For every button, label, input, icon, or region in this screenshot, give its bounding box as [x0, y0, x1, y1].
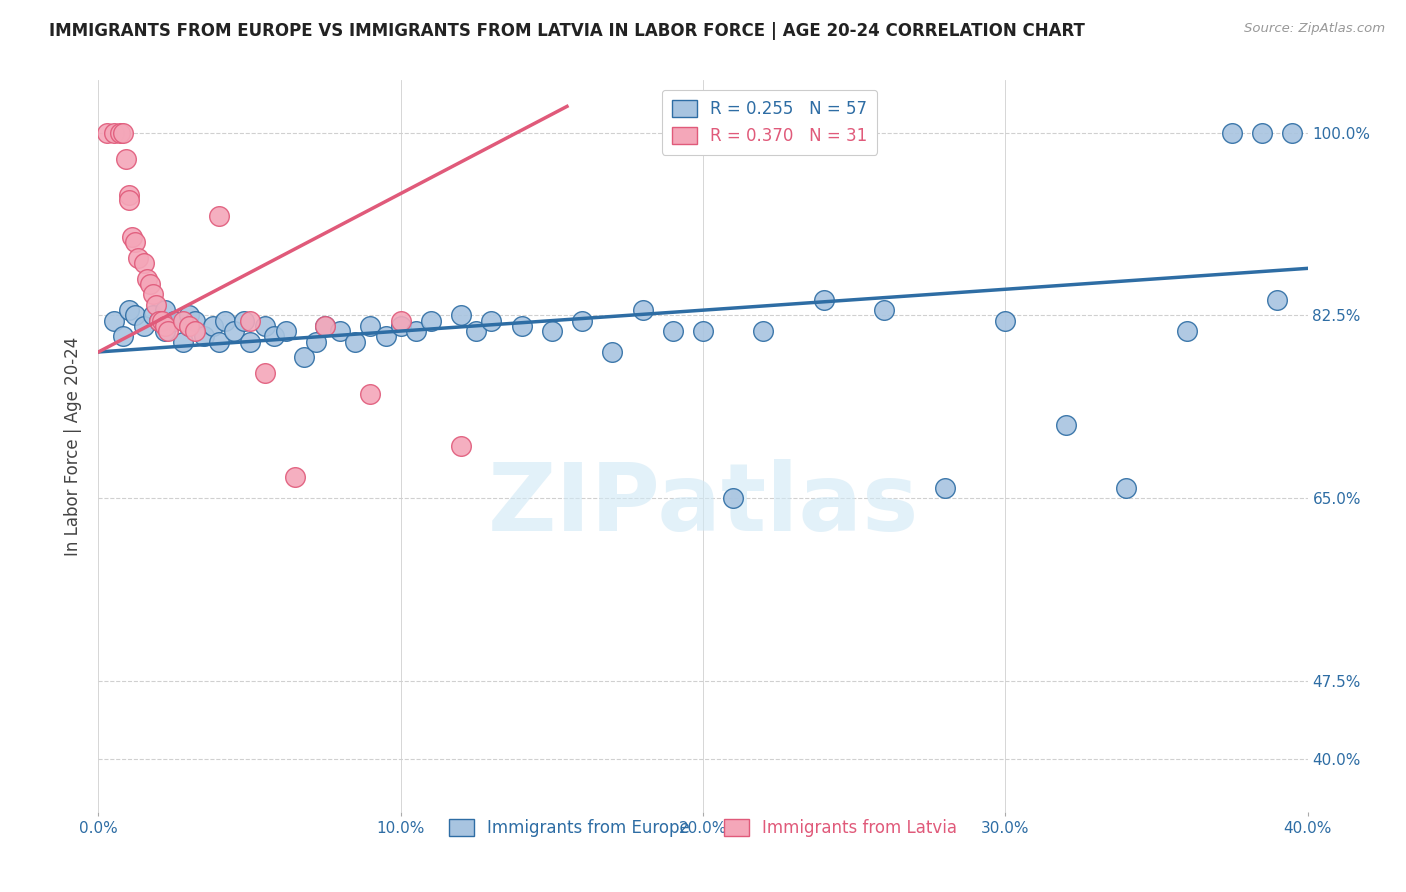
Point — [253, 318, 276, 333]
Point — [118, 303, 141, 318]
Point — [540, 324, 562, 338]
Point — [172, 334, 194, 349]
Text: Source: ZipAtlas.com: Source: ZipAtlas.com — [1244, 22, 1385, 36]
Point — [253, 366, 276, 380]
Point — [202, 318, 225, 333]
Point — [934, 481, 956, 495]
Point — [135, 272, 157, 286]
Point — [224, 324, 246, 338]
Point — [692, 324, 714, 338]
Point — [420, 313, 443, 327]
Point — [752, 324, 775, 338]
Point — [314, 318, 336, 333]
Point — [813, 293, 835, 307]
Point — [121, 230, 143, 244]
Point — [132, 318, 155, 333]
Point — [239, 334, 262, 349]
Point — [103, 126, 125, 140]
Point — [103, 313, 125, 327]
Point — [208, 209, 231, 223]
Point — [1267, 293, 1289, 307]
Point — [172, 313, 194, 327]
Point — [179, 309, 201, 323]
Point — [139, 277, 162, 291]
Point — [389, 313, 412, 327]
Point — [571, 313, 593, 327]
Text: ZIPatlas: ZIPatlas — [488, 458, 918, 550]
Point — [723, 491, 745, 506]
Point — [142, 309, 165, 323]
Point — [1251, 126, 1274, 140]
Point — [481, 313, 503, 327]
Point — [163, 313, 186, 327]
Point — [1175, 324, 1198, 338]
Point — [142, 287, 165, 301]
Point — [602, 345, 624, 359]
Point — [1220, 126, 1243, 140]
Point — [465, 324, 488, 338]
Point — [118, 194, 141, 208]
Point — [239, 313, 262, 327]
Y-axis label: In Labor Force | Age 20-24: In Labor Force | Age 20-24 — [65, 336, 83, 556]
Point — [450, 439, 472, 453]
Point — [179, 318, 201, 333]
Point — [208, 334, 231, 349]
Point — [405, 324, 427, 338]
Legend: Immigrants from Europe, Immigrants from Latvia: Immigrants from Europe, Immigrants from … — [443, 812, 963, 844]
Point — [263, 329, 285, 343]
Point — [389, 318, 412, 333]
Point — [124, 309, 146, 323]
Point — [145, 298, 167, 312]
Point — [148, 313, 170, 327]
Point — [150, 313, 173, 327]
Point — [153, 318, 176, 333]
Point — [148, 313, 170, 327]
Point — [1054, 418, 1077, 433]
Point — [96, 126, 118, 140]
Point — [305, 334, 328, 349]
Point — [232, 313, 254, 327]
Point — [510, 318, 533, 333]
Point — [156, 324, 179, 338]
Point — [214, 313, 236, 327]
Point — [153, 303, 176, 318]
Point — [329, 324, 352, 338]
Point — [360, 386, 382, 401]
Point — [111, 126, 134, 140]
Point — [631, 303, 654, 318]
Point — [111, 329, 134, 343]
Point — [374, 329, 396, 343]
Point — [284, 470, 307, 484]
Point — [994, 313, 1017, 327]
Point — [344, 334, 367, 349]
Point — [450, 309, 472, 323]
Point — [274, 324, 297, 338]
Point — [360, 318, 382, 333]
Point — [153, 324, 176, 338]
Point — [1281, 126, 1303, 140]
Point — [127, 251, 149, 265]
Point — [184, 313, 207, 327]
Point — [661, 324, 683, 338]
Point — [132, 256, 155, 270]
Point — [314, 318, 336, 333]
Text: IMMIGRANTS FROM EUROPE VS IMMIGRANTS FROM LATVIA IN LABOR FORCE | AGE 20-24 CORR: IMMIGRANTS FROM EUROPE VS IMMIGRANTS FRO… — [49, 22, 1085, 40]
Point — [114, 152, 136, 166]
Point — [118, 188, 141, 202]
Point — [179, 318, 201, 333]
Point — [1115, 481, 1137, 495]
Point — [873, 303, 896, 318]
Point — [193, 329, 215, 343]
Point — [292, 350, 315, 364]
Point — [108, 126, 131, 140]
Point — [184, 324, 207, 338]
Point — [124, 235, 146, 250]
